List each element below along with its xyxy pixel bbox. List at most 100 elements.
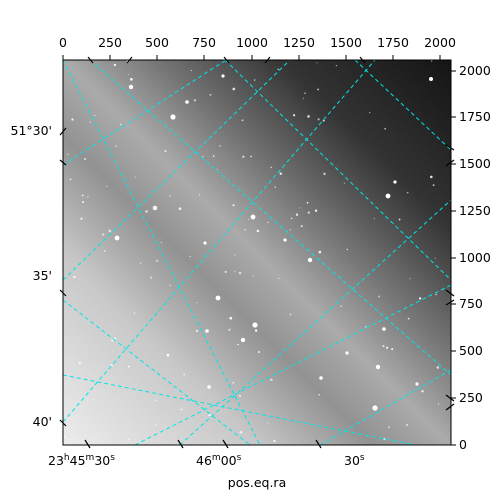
grid-line (63, 60, 261, 445)
world-tick-mark (126, 56, 133, 64)
star (292, 114, 296, 117)
star (406, 191, 409, 194)
world-tick-mark (84, 439, 91, 449)
star (253, 79, 256, 81)
star (84, 157, 86, 160)
world-tick-mark (87, 56, 94, 64)
star (237, 343, 239, 346)
world-tick-mark (445, 144, 455, 151)
star (209, 93, 212, 96)
star (384, 127, 386, 130)
grid-line (63, 60, 376, 423)
right-tick-label: 750 (459, 296, 483, 311)
star (169, 284, 171, 287)
star (215, 295, 221, 301)
star (252, 322, 258, 328)
star (183, 373, 186, 376)
star (202, 155, 204, 158)
star (111, 339, 114, 342)
star (407, 317, 410, 320)
top-tick-label: 250 (98, 35, 122, 50)
right-tick-label: 250 (459, 390, 483, 405)
top-tick-label: 2000 (424, 35, 456, 50)
world-tick-mark (315, 439, 322, 449)
star (212, 155, 215, 157)
coordinate-grid (63, 60, 451, 445)
star (270, 378, 273, 382)
right-tick-label: 0 (459, 437, 467, 452)
grid-line (179, 199, 451, 445)
star (73, 275, 76, 279)
star (234, 254, 236, 256)
star (302, 97, 304, 99)
star (267, 221, 269, 223)
world-tick-mark (59, 127, 67, 136)
star (164, 149, 167, 153)
star (257, 350, 261, 354)
star (372, 405, 378, 411)
star (78, 361, 82, 365)
star (219, 145, 221, 147)
grid-line (354, 60, 451, 151)
star (113, 63, 117, 67)
star (160, 241, 162, 244)
star (434, 257, 436, 259)
star (365, 326, 367, 328)
star (273, 440, 276, 443)
star (430, 175, 433, 179)
star (185, 100, 189, 104)
world-tick-mark (59, 419, 67, 427)
star (289, 229, 291, 231)
grid-line (89, 60, 451, 376)
star (149, 276, 153, 279)
star (406, 424, 408, 426)
star (432, 184, 435, 186)
star (319, 376, 323, 380)
star (232, 381, 235, 384)
right-tick-label: 500 (459, 343, 483, 358)
star (232, 87, 236, 91)
world-tick-mark (445, 403, 455, 411)
star (81, 194, 84, 197)
star (277, 68, 279, 71)
star (289, 313, 292, 316)
star (317, 118, 320, 121)
star (178, 207, 182, 211)
star (128, 84, 134, 90)
star (393, 180, 397, 184)
star (250, 155, 252, 158)
star (154, 399, 157, 402)
star (345, 351, 349, 355)
star (343, 182, 345, 184)
star (335, 64, 338, 67)
star-field (63, 60, 440, 445)
grid-line (134, 284, 451, 445)
star (274, 186, 276, 188)
right-tick-label: 1000 (459, 250, 491, 265)
star (242, 155, 245, 158)
star (375, 364, 381, 370)
star (166, 353, 170, 357)
ra-tick-label: 23h45m30s (48, 453, 115, 468)
star (127, 365, 131, 368)
star (190, 70, 192, 72)
world-tick-mark (59, 159, 67, 166)
star (278, 277, 280, 279)
world-tick-mark (177, 439, 184, 449)
world-tick-mark (223, 56, 230, 64)
star (189, 255, 191, 258)
star (69, 178, 72, 181)
star (316, 62, 318, 64)
star (71, 118, 74, 121)
star (221, 74, 225, 78)
star (119, 123, 122, 126)
star (300, 225, 303, 228)
pixel-axis-ticks (62, 55, 456, 446)
star (208, 413, 211, 417)
world-tick-mark (59, 289, 67, 297)
star (290, 217, 293, 219)
star (382, 327, 386, 331)
star (196, 302, 198, 304)
grid-line (63, 374, 416, 445)
